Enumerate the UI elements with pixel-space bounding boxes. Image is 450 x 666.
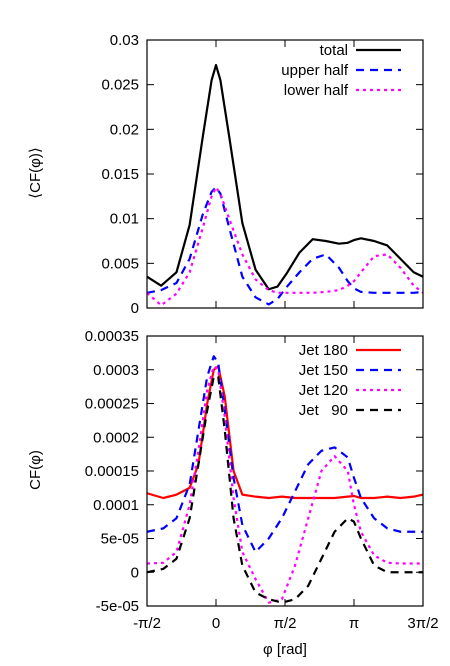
y-tick-label: 0 [131,564,139,581]
y-tick-label: 0.01 [110,211,139,228]
y-tick-label: 0.02 [110,121,139,138]
series-line-lower-half [147,186,423,307]
y-tick-label: 0.025 [101,77,139,94]
x-tick-label: π/2 [274,615,297,632]
x-tick-label: 0 [212,615,220,632]
y-tick-label: 0.00025 [85,396,139,413]
plot-frame [146,39,424,309]
y-tick-label: 0.015 [101,166,139,183]
series-line-jet-150 [147,355,423,554]
y-axis-label: CF(φ) [27,450,44,490]
series-line-jet-180 [147,365,423,500]
y-tick-label: 0.00015 [85,463,139,480]
series-line-total [147,63,423,291]
legend-label: Jet 90 [299,402,348,419]
y-tick-label: 0.0001 [93,497,139,514]
legend-label: total [320,42,348,59]
series-line-jet-90 [147,375,423,604]
y-tick-label: 0.005 [101,255,139,272]
y-axis-label: ⟨CF(φ)⟩ [27,147,44,198]
y-tick-label: 0.0002 [93,429,139,446]
series-line-upper-half [147,186,423,306]
legend-label: Jet 120 [299,382,348,399]
y-tick-label: 0.0003 [93,362,139,379]
legend-label: Jet 180 [299,342,348,359]
series-line-jet-120 [147,365,423,604]
legend-label: upper half [281,62,349,79]
plot-frame [146,335,424,607]
x-axis-label: φ [rad] [263,641,307,658]
x-tick-label: 3π/2 [407,615,438,632]
x-tick-label: π [349,615,359,632]
top-panel: 0 0.005 0.01 0.015 0.02 0.025 0.03 total upper h… [27,32,424,317]
legend-label: Jet 150 [299,362,348,379]
legend-label: lower half [284,82,349,99]
y-tick-label: 0.03 [110,32,139,49]
y-tick-label: -5e-05 [96,598,139,615]
y-tick-label: 0.00035 [85,328,139,345]
y-tick-label: 5e-05 [101,531,139,548]
y-tick-label: 0 [131,300,139,317]
bottom-panel: -5e-05 0 5e-05 0.0001 0.00015 0.0002 0.00025 0.… [27,328,439,658]
x-tick-label: -π/2 [133,615,161,632]
